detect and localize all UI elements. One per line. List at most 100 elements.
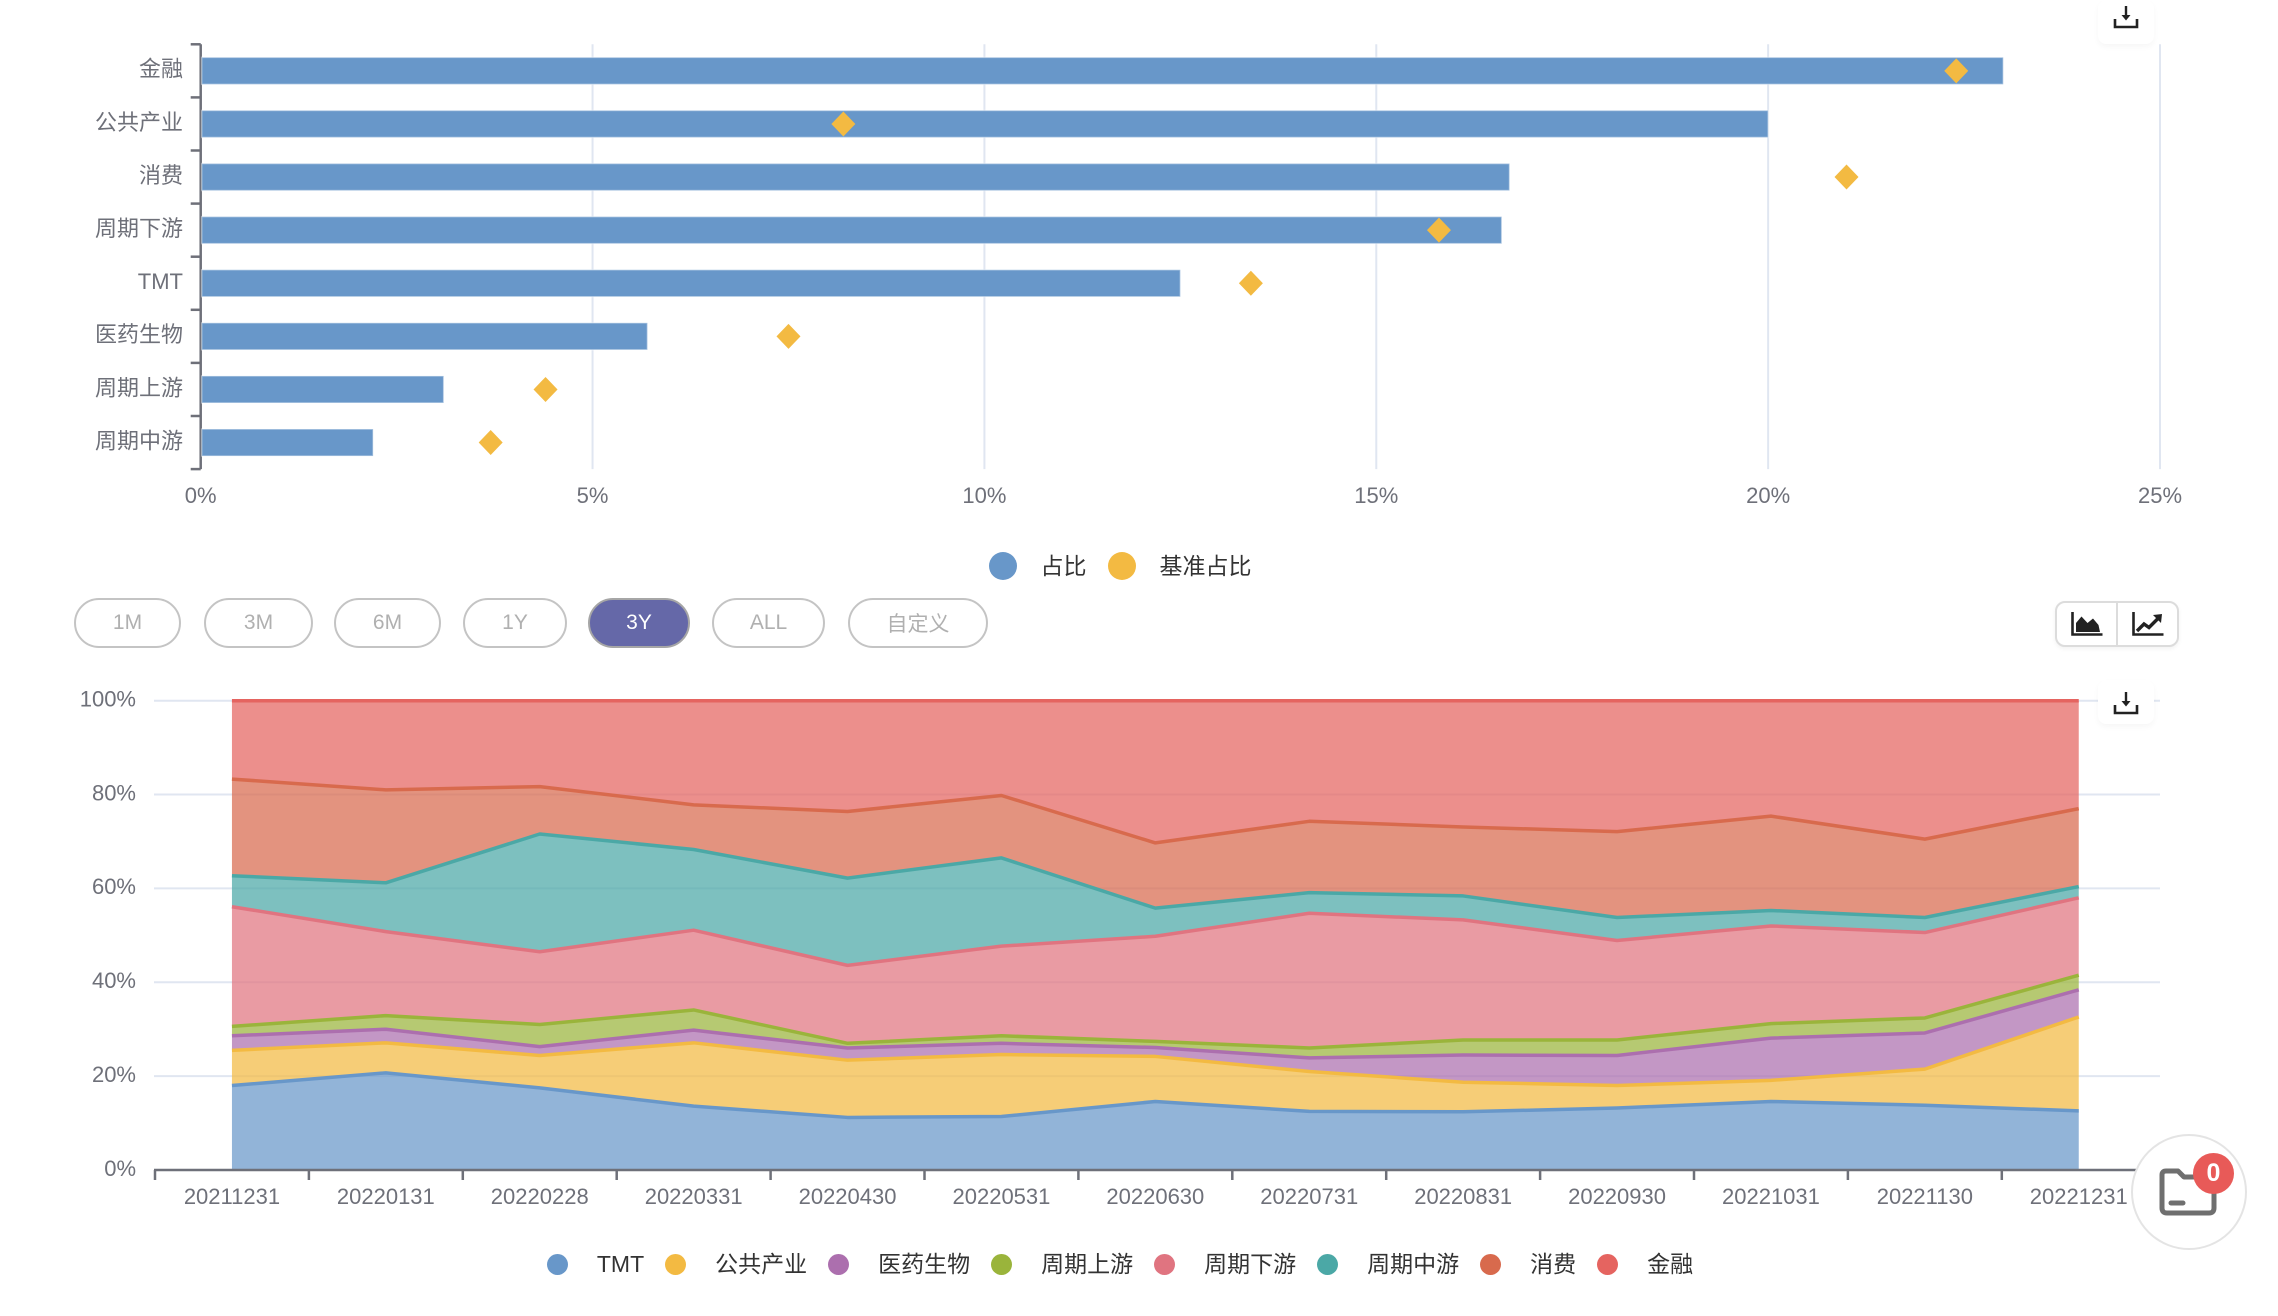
series-line — [231, 988, 2080, 1060]
legend-marker-icon — [1597, 1253, 1619, 1275]
x-axis-tick-label: 20221031 — [1722, 1184, 1820, 1209]
series-lines — [231, 698, 2080, 1120]
range-button-1y[interactable]: 1Y — [463, 598, 567, 648]
download-icon — [2113, 6, 2139, 29]
legend-item-cyclical-upstream[interactable]: 周期上游 — [991, 1250, 1134, 1277]
y-axis-tick-label: 100% — [80, 687, 136, 712]
range-button-custom[interactable]: 自定义 — [848, 598, 988, 648]
legend-label: 基准占比 — [1159, 552, 1252, 579]
legend-marker-icon — [991, 1253, 1013, 1275]
line-chart-button[interactable] — [2116, 603, 2177, 645]
x-axis-tick-label: 20220531 — [953, 1184, 1051, 1209]
bar — [200, 56, 2005, 86]
chart-type-toggle — [2055, 601, 2179, 647]
legend-item-finance[interactable]: 金融 — [1597, 1250, 1694, 1277]
stacked-area-band — [231, 833, 2079, 966]
series-line — [231, 896, 2080, 968]
area-chart-button[interactable] — [2057, 603, 2116, 645]
benchmark-diamond — [776, 323, 801, 349]
x-axis-tick-label: 15% — [1354, 483, 1398, 508]
y-axis-category-label: TMT — [138, 269, 183, 294]
x-axis-tick-label: 20220228 — [491, 1184, 589, 1209]
stacked-area-band — [231, 700, 2079, 843]
y-axis-tick-label: 0% — [104, 1156, 136, 1181]
benchmark-diamond — [1426, 217, 1451, 243]
range-button-all[interactable]: ALL — [712, 598, 825, 648]
stacked-area-band — [231, 989, 2079, 1086]
industry-weight-stacked-area-chart: 0% 20% 40% 60% 80% 100% 20211231 20220131 202202… — [80, 687, 2160, 1209]
legend-marker-icon — [1480, 1253, 1502, 1275]
legend-marker-icon — [546, 1253, 568, 1275]
series-line — [231, 973, 2080, 1050]
legend-item-share[interactable]: 占比 — [988, 552, 1087, 580]
floating-folder-button[interactable]: 0 — [2131, 1134, 2247, 1250]
grid-lines — [591, 44, 2161, 470]
benchmark-diamond — [1834, 164, 1859, 190]
x-axis-tick-label: 0% — [185, 483, 217, 508]
benchmark-diamond — [831, 111, 856, 137]
range-button-1m[interactable]: 1M — [74, 598, 181, 648]
x-axis-tick-label: 20220430 — [799, 1184, 897, 1209]
x-axis-tick-label: 10% — [962, 483, 1006, 508]
benchmark-diamond — [478, 430, 503, 456]
notification-badge: 0 — [2193, 1153, 2234, 1194]
x-axis-tick-label: 20220930 — [1568, 1184, 1666, 1209]
range-button-3m[interactable]: 3M — [204, 598, 313, 648]
area-chart-icon — [2070, 612, 2102, 636]
stacked-area-band — [231, 897, 2079, 1048]
y-axis-tick-label: 60% — [92, 874, 136, 899]
legend-label: 金融 — [1647, 1250, 1694, 1277]
y-axis-category-label: 周期下游 — [95, 216, 183, 241]
bar — [200, 109, 1769, 139]
legend-item-public-utilities[interactable]: 公共产业 — [665, 1252, 807, 1276]
x-axis-tick-label: 20220331 — [645, 1184, 743, 1209]
legend-label: 消费 — [1530, 1250, 1577, 1277]
series-line — [231, 1071, 2079, 1120]
benchmark-diamond — [533, 376, 558, 402]
line-chart-icon — [2131, 612, 2163, 636]
bar-chart-legend: 占比 基准占比 — [0, 552, 2240, 580]
bar — [200, 428, 374, 457]
range-button-3y[interactable]: 3Y — [588, 598, 690, 648]
series-line — [231, 1015, 2080, 1088]
area-chart-download-button[interactable] — [2113, 691, 2139, 715]
y-axis-category-label: 周期中游 — [95, 428, 183, 453]
x-axis-tick-label: 20220731 — [1260, 1184, 1358, 1209]
download-icon — [2113, 692, 2139, 715]
bar — [200, 162, 1511, 192]
stacked-area-band — [231, 779, 2079, 918]
bar — [200, 322, 649, 351]
y-axis-tick-label: 20% — [92, 1062, 136, 1087]
x-axis-tick-label: 20220831 — [1414, 1184, 1512, 1209]
legend-label: 周期上游 — [1041, 1250, 1134, 1277]
legend-marker-icon — [828, 1253, 850, 1275]
range-button-6m[interactable]: 6M — [334, 598, 441, 648]
series-line — [231, 777, 2080, 845]
legend-item-cyclical-downstream[interactable]: 周期下游 — [1154, 1252, 1296, 1276]
legend-label: 周期中游 — [1367, 1250, 1460, 1277]
bar-chart-download-button[interactable] — [2113, 5, 2139, 29]
legend-marker-icon — [1154, 1253, 1176, 1275]
x-axis-tick-label: 20221130 — [1877, 1184, 1973, 1209]
legend-item-consumer[interactable]: 消费 — [1480, 1250, 1577, 1277]
y-axis-tick-label: 40% — [92, 968, 136, 993]
y-axis-category-label: 消费 — [139, 163, 183, 188]
x-axis-tick-label: 20% — [1746, 483, 1790, 508]
x-axis-tick-label: 25% — [2138, 483, 2182, 508]
legend-item-tmt[interactable]: TMT — [546, 1250, 645, 1277]
folder-icon — [2159, 1168, 2217, 1216]
legend-marker-icon — [988, 552, 1017, 580]
y-axis-tick-label: 80% — [92, 780, 136, 805]
area-chart-legend: TMT 公共产业 医药生物 周期上游 周期下游 周期中游 消费 金融 — [0, 1252, 2240, 1276]
x-axis-tick-label: 20220630 — [1106, 1184, 1204, 1209]
stacked-areas — [231, 700, 2079, 1170]
legend-label: TMT — [596, 1250, 645, 1277]
legend-item-cyclical-midstream[interactable]: 周期中游 — [1317, 1250, 1460, 1277]
legend-item-benchmark-share[interactable]: 基准占比 — [1107, 552, 1252, 580]
bar — [200, 375, 445, 404]
y-axis-category-label: 医药生物 — [95, 322, 183, 347]
bar — [200, 269, 1182, 298]
bar — [200, 215, 1503, 245]
legend-item-pharma-bio[interactable]: 医药生物 — [828, 1252, 970, 1276]
legend-marker-icon — [1107, 552, 1136, 580]
